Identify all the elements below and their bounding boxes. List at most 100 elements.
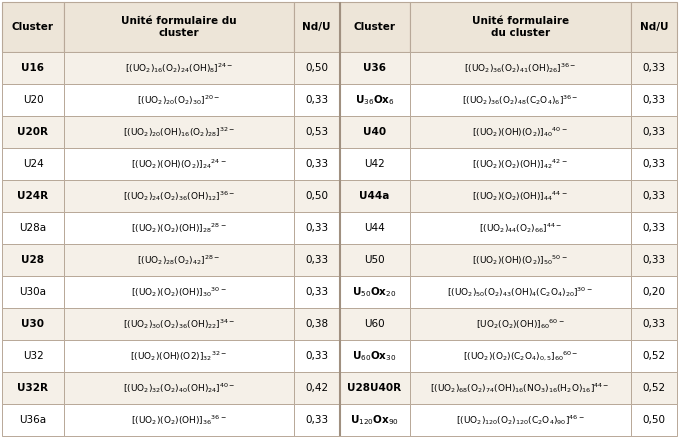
Text: U30: U30 <box>22 319 45 329</box>
Bar <box>340 372 409 404</box>
Bar <box>340 404 409 436</box>
Text: [(UO$_2$)(O$_2$)(C$_2$O$_4$)$_{0,5}$]$_{60}$$^{60-}$: [(UO$_2$)(O$_2$)(C$_2$O$_4$)$_{0,5}$]$_{… <box>462 349 578 363</box>
Bar <box>631 148 677 180</box>
Text: 0,33: 0,33 <box>305 223 328 233</box>
Text: 0,33: 0,33 <box>642 319 665 329</box>
Text: 0,52: 0,52 <box>642 351 665 361</box>
Text: 0,33: 0,33 <box>642 127 665 137</box>
Bar <box>64 340 293 372</box>
Text: U24R: U24R <box>18 191 49 201</box>
Bar <box>631 116 677 148</box>
Text: Cluster: Cluster <box>12 22 54 32</box>
Text: [(UO$_2$)(OH)(O$_2$)]$_{24}$$^{24-}$: [(UO$_2$)(OH)(O$_2$)]$_{24}$$^{24-}$ <box>131 157 227 171</box>
Bar <box>293 276 340 308</box>
Text: [(UO$_2$)$_{20}$(OH)$_{16}$(O$_2$)$_{28}$]$^{32-}$: [(UO$_2$)$_{20}$(OH)$_{16}$(O$_2$)$_{28}… <box>122 125 235 139</box>
Text: [(UO$_2$)$_{36}$(O$_2$)$_{41}$(OH)$_{26}$]$^{36-}$: [(UO$_2$)$_{36}$(O$_2$)$_{41}$(OH)$_{26}… <box>464 61 576 75</box>
Text: 0,33: 0,33 <box>642 159 665 169</box>
Bar <box>2 180 64 212</box>
Text: 0,33: 0,33 <box>642 95 665 105</box>
Text: U50: U50 <box>364 255 385 265</box>
Bar <box>340 212 409 244</box>
Bar <box>2 308 64 340</box>
Bar <box>409 404 631 436</box>
Bar <box>340 276 409 308</box>
Text: [(UO$_2$)$_{16}$(O$_2$)$_{24}$(OH)$_8$]$^{24-}$: [(UO$_2$)$_{16}$(O$_2$)$_{24}$(OH)$_8$]$… <box>124 61 233 75</box>
Bar <box>409 244 631 276</box>
Bar <box>64 276 293 308</box>
Text: U24: U24 <box>22 159 43 169</box>
Text: U40: U40 <box>363 127 386 137</box>
Bar <box>64 404 293 436</box>
Bar <box>409 2 631 52</box>
Text: U30a: U30a <box>20 287 46 297</box>
Bar <box>2 116 64 148</box>
Text: 0,33: 0,33 <box>305 415 328 425</box>
Text: Nd/U: Nd/U <box>302 22 331 32</box>
Text: U$_{60}$Ox$_{30}$: U$_{60}$Ox$_{30}$ <box>352 349 397 363</box>
Text: Nd/U: Nd/U <box>640 22 668 32</box>
Text: 0,33: 0,33 <box>305 255 328 265</box>
Text: Cluster: Cluster <box>354 22 395 32</box>
Text: 0,53: 0,53 <box>305 127 328 137</box>
Bar <box>631 52 677 84</box>
Bar <box>64 180 293 212</box>
Bar <box>631 404 677 436</box>
Bar <box>64 2 293 52</box>
Bar <box>293 340 340 372</box>
Text: [(UO$_2$)$_{28}$(O$_2$)$_{42}$]$^{28-}$: [(UO$_2$)$_{28}$(O$_2$)$_{42}$]$^{28-}$ <box>137 253 221 267</box>
Bar <box>631 212 677 244</box>
Text: U28a: U28a <box>20 223 47 233</box>
Text: 0,33: 0,33 <box>305 95 328 105</box>
Bar <box>340 52 409 84</box>
Bar <box>2 276 64 308</box>
Bar <box>293 116 340 148</box>
Bar <box>340 2 409 52</box>
Text: 0,38: 0,38 <box>305 319 328 329</box>
Bar <box>340 116 409 148</box>
Text: 0,33: 0,33 <box>642 191 665 201</box>
Text: 0,20: 0,20 <box>642 287 665 297</box>
Bar <box>409 308 631 340</box>
Bar <box>340 84 409 116</box>
Text: 0,50: 0,50 <box>642 415 665 425</box>
Bar <box>340 308 409 340</box>
Bar <box>293 212 340 244</box>
Bar <box>293 404 340 436</box>
Bar <box>2 84 64 116</box>
Text: [(UO$_2$)(O$_2$)(OH)]$_{36}$$^{36-}$: [(UO$_2$)(O$_2$)(OH)]$_{36}$$^{36-}$ <box>131 413 227 427</box>
Bar <box>64 148 293 180</box>
Bar <box>293 148 340 180</box>
Text: Unité formulaire
du cluster: Unité formulaire du cluster <box>472 16 569 38</box>
Bar <box>631 180 677 212</box>
Text: [(UO$_2$)(O$_2$)(OH)]$_{44}$$^{44-}$: [(UO$_2$)(O$_2$)(OH)]$_{44}$$^{44-}$ <box>473 189 568 203</box>
Text: [(UO$_2$)(OH)(O$_2$)]$_{40}$$^{40-}$: [(UO$_2$)(OH)(O$_2$)]$_{40}$$^{40-}$ <box>473 125 568 139</box>
Bar <box>293 52 340 84</box>
Text: Unité formulaire du
cluster: Unité formulaire du cluster <box>121 16 236 38</box>
Bar <box>340 148 409 180</box>
Bar <box>2 372 64 404</box>
Text: U28U40R: U28U40R <box>348 383 401 393</box>
Text: [(UO$_2$)(OH)(O$_2$)]$_{50}$$^{50-}$: [(UO$_2$)(OH)(O$_2$)]$_{50}$$^{50-}$ <box>473 253 568 267</box>
Bar <box>409 372 631 404</box>
Text: U$_{36}$Ox$_6$: U$_{36}$Ox$_6$ <box>354 93 394 107</box>
Bar <box>64 244 293 276</box>
Text: [(UO$_2$)$_{30}$(O$_2$)$_{36}$(OH)$_{22}$]$^{34-}$: [(UO$_2$)$_{30}$(O$_2$)$_{36}$(OH)$_{22}… <box>122 317 235 331</box>
Text: U$_{120}$Ox$_{90}$: U$_{120}$Ox$_{90}$ <box>350 413 399 427</box>
Text: [(UO$_2$)(O$_2$)(OH)]$_{30}$$^{30-}$: [(UO$_2$)(O$_2$)(OH)]$_{30}$$^{30-}$ <box>131 285 227 299</box>
Text: U20: U20 <box>22 95 43 105</box>
Text: U42: U42 <box>364 159 385 169</box>
Bar <box>409 212 631 244</box>
Bar <box>340 244 409 276</box>
Bar <box>340 340 409 372</box>
Text: U36: U36 <box>363 63 386 73</box>
Text: U44a: U44a <box>359 191 390 201</box>
Text: 0,50: 0,50 <box>305 191 328 201</box>
Bar <box>2 52 64 84</box>
Bar <box>409 276 631 308</box>
Bar <box>409 340 631 372</box>
Text: [(UO$_2$)(O$_2$)(OH)]$_{28}$$^{28-}$: [(UO$_2$)(O$_2$)(OH)]$_{28}$$^{28-}$ <box>131 221 227 235</box>
Text: 0,33: 0,33 <box>305 159 328 169</box>
Bar <box>2 212 64 244</box>
Text: U28: U28 <box>22 255 45 265</box>
Bar <box>64 308 293 340</box>
